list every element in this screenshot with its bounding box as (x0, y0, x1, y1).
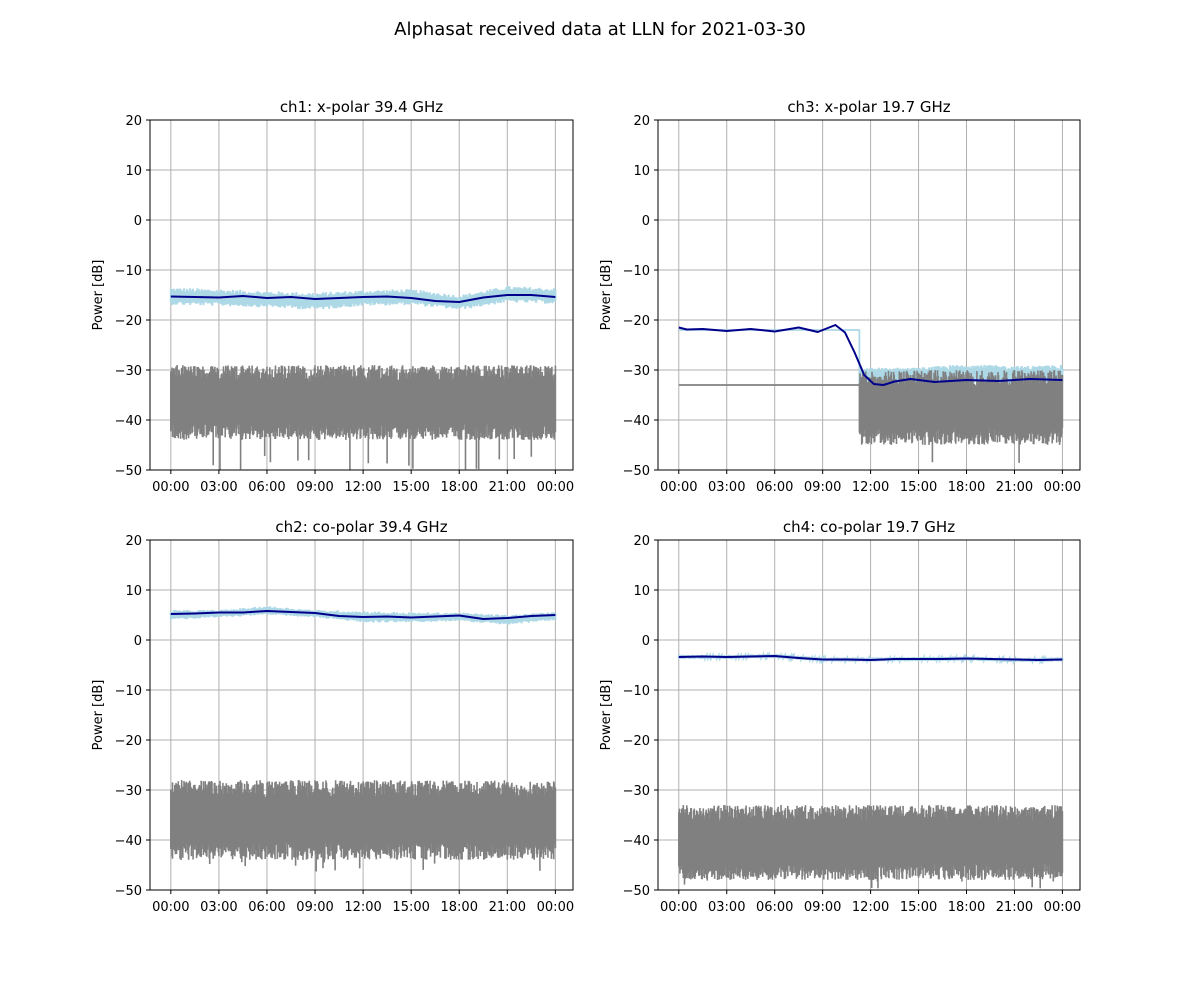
y-tick-label: −20 (115, 314, 142, 329)
y-tick-label: −10 (115, 264, 142, 279)
x-tick-label: 15:00 (900, 900, 937, 915)
y-tick-label: 0 (642, 634, 650, 649)
y-tick-label: 0 (134, 634, 142, 649)
x-tick-label: 12:00 (852, 900, 889, 915)
series-filtered-line (170, 610, 556, 620)
x-tick-label: 21:00 (489, 900, 526, 915)
x-tick-label: 18:00 (441, 900, 478, 915)
series-noise-noise (170, 365, 557, 470)
y-tick-label: −10 (623, 264, 650, 279)
y-tick-label: −30 (623, 364, 650, 379)
y-tick-label: −20 (623, 314, 650, 329)
x-tick-label: 21:00 (996, 480, 1033, 495)
panel-title: ch3: x-polar 19.7 GHz (787, 98, 950, 116)
series-filtered-line (170, 294, 556, 303)
x-tick-label: 00:00 (537, 480, 574, 495)
y-tick-label: 10 (125, 164, 142, 179)
x-tick-label: 15:00 (900, 480, 937, 495)
x-tick-label: 06:00 (248, 480, 285, 495)
series-noise-noise (858, 370, 1064, 463)
x-tick-label: 12:00 (852, 480, 889, 495)
y-tick-label: −30 (623, 784, 650, 799)
x-tick-label: 00:00 (152, 480, 189, 495)
x-tick-label: 09:00 (804, 480, 841, 495)
y-axis-label: Power [dB] (91, 680, 106, 751)
axes-frame (149, 539, 574, 891)
x-tick-label: 00:00 (1044, 900, 1081, 915)
y-tick-label: 20 (633, 534, 650, 549)
y-tick-label: −20 (623, 734, 650, 749)
series-filtered-line (678, 655, 1063, 661)
y-axis-label: Power [dB] (599, 260, 614, 331)
x-tick-label: 03:00 (200, 480, 237, 495)
x-tick-label: 06:00 (248, 900, 285, 915)
x-tick-label: 00:00 (537, 900, 574, 915)
y-tick-label: −50 (115, 884, 142, 899)
x-tick-label: 09:00 (804, 900, 841, 915)
y-axis-label: Power [dB] (599, 680, 614, 751)
x-tick-label: 09:00 (296, 480, 333, 495)
panel-title: ch1: x-polar 39.4 GHz (280, 98, 443, 116)
y-tick-label: −10 (623, 684, 650, 699)
y-tick-label: 20 (125, 534, 142, 549)
x-tick-label: 06:00 (756, 480, 793, 495)
y-tick-label: −50 (115, 464, 142, 479)
panel-title: ch4: co-polar 19.7 GHz (783, 518, 955, 536)
series-filtered-line (678, 324, 1063, 386)
y-tick-label: 20 (633, 114, 650, 129)
series-raw-step (678, 329, 865, 376)
x-tick-label: 03:00 (200, 900, 237, 915)
figure-title: Alphasat received data at LLN for 2021-0… (394, 19, 806, 40)
x-tick-label: 18:00 (441, 480, 478, 495)
y-tick-label: 10 (633, 164, 650, 179)
x-tick-label: 12:00 (344, 900, 381, 915)
x-tick-label: 21:00 (489, 480, 526, 495)
axes-frame (657, 119, 1081, 471)
x-tick-label: 03:00 (708, 900, 745, 915)
x-tick-label: 00:00 (660, 900, 697, 915)
panel-ch4: ch4: co-polar 19.7 GHz Power [dB] 00:00 0… (599, 518, 1081, 915)
series-noise-noise (170, 780, 557, 872)
x-tick-label: 03:00 (708, 480, 745, 495)
y-tick-label: 0 (134, 214, 142, 229)
y-tick-label: 10 (633, 584, 650, 599)
y-tick-label: −10 (115, 684, 142, 699)
y-tick-label: −30 (115, 784, 142, 799)
series-noise-noise (678, 805, 1064, 889)
y-tick-label: −40 (623, 834, 650, 849)
panel-ch3: ch3: x-polar 19.7 GHz Power [dB] 00:00 03… (599, 98, 1081, 495)
x-tick-label: 18:00 (948, 480, 985, 495)
x-tick-label: 06:00 (756, 900, 793, 915)
x-tick-label: 15:00 (392, 900, 429, 915)
y-tick-label: −40 (623, 414, 650, 429)
y-tick-label: −50 (623, 884, 650, 899)
panel-title: ch2: co-polar 39.4 GHz (275, 518, 447, 536)
panel-ch1: ch1: x-polar 39.4 GHz Power [dB] 00:00 03… (91, 98, 574, 495)
x-tick-label: 00:00 (1044, 480, 1081, 495)
y-tick-label: 10 (125, 584, 142, 599)
y-axis-label: Power [dB] (91, 260, 106, 331)
axes-frame (657, 539, 1081, 891)
x-tick-label: 00:00 (152, 900, 189, 915)
axes-frame (149, 119, 574, 471)
x-tick-label: 15:00 (392, 480, 429, 495)
x-tick-label: 12:00 (344, 480, 381, 495)
y-tick-label: 20 (125, 114, 142, 129)
x-tick-label: 09:00 (296, 900, 333, 915)
panel-ch2: ch2: co-polar 39.4 GHz Power [dB] 00:00 0… (91, 518, 574, 915)
y-tick-label: −50 (623, 464, 650, 479)
y-tick-label: −20 (115, 734, 142, 749)
y-tick-label: 0 (642, 214, 650, 229)
x-tick-label: 18:00 (948, 900, 985, 915)
y-tick-label: −40 (115, 414, 142, 429)
x-tick-label: 00:00 (660, 480, 697, 495)
y-tick-label: −30 (115, 364, 142, 379)
y-tick-label: −40 (115, 834, 142, 849)
x-tick-label: 21:00 (996, 900, 1033, 915)
